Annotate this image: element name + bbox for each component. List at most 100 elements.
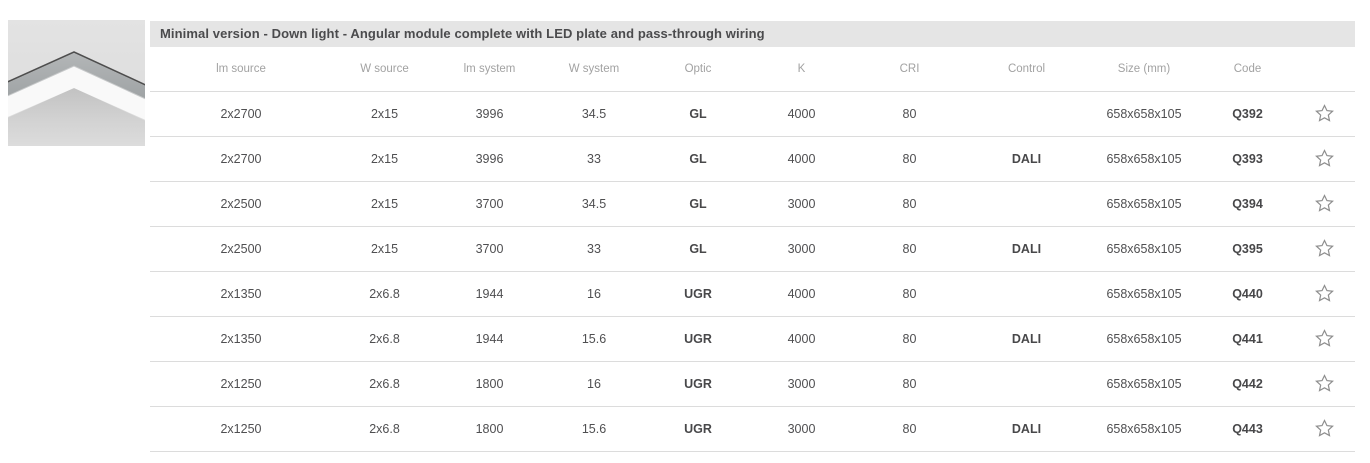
cell-w-system: 16 [587,286,601,301]
star-icon [1315,419,1334,437]
cell-w-system: 15.6 [581,331,607,346]
favorite-cell [1294,361,1355,406]
cell-code: Q394 [1232,196,1263,211]
column-header-w-system: W system [542,47,646,92]
column-header-lm-source: lm source [150,47,332,92]
cell-code: Q442 [1232,376,1263,391]
cell-control [966,181,1087,226]
column-header-optic: Optic [646,47,750,92]
star-icon [1315,149,1334,167]
favorite-star-button[interactable] [1314,373,1335,394]
favorite-star-button[interactable] [1314,193,1335,214]
cell-lm-system: 1800 [475,421,504,436]
cell-lm-source: 2x2700 [220,151,262,166]
cell-cri: 80 [902,286,917,301]
cell-lm-system: 3700 [475,241,504,256]
favorite-star-button[interactable] [1314,103,1335,124]
cell-lm-source: 2x1350 [220,286,262,301]
section-title: Minimal version - Down light - Angular m… [150,21,1355,47]
favorite-cell [1294,181,1355,226]
cell-code: Q441 [1232,331,1263,346]
table-row: 2x2700 2x15 3996 34.5 GL 4000 80 658x658x105 Q39… [150,91,1355,136]
cell-k: 4000 [787,331,816,346]
cell-k: 4000 [787,106,816,121]
cell-lm-source: 2x2500 [220,196,262,211]
cell-lm-system: 3700 [475,196,504,211]
product-thumbnail [8,20,145,146]
cell-optic: GL [689,151,707,166]
cell-w-system: 33 [587,241,601,256]
cell-w-system: 16 [587,376,601,391]
spec-table-section: Minimal version - Down light - Angular m… [150,21,1355,452]
cell-optic: GL [689,241,707,256]
cell-control: DALI [1011,331,1042,346]
cell-optic: UGR [684,331,712,346]
cell-k: 4000 [787,151,816,166]
favorite-cell [1294,271,1355,316]
cell-code: Q440 [1232,286,1263,301]
cell-w-source: 2x6.8 [369,286,400,301]
cell-w-system: 34.5 [581,196,607,211]
favorite-star-button[interactable] [1314,238,1335,259]
cell-optic: UGR [684,286,712,301]
cell-k: 3000 [787,241,816,256]
cell-w-source: 2x15 [370,151,399,166]
cell-k: 4000 [787,286,816,301]
table-row: 2x1350 2x6.8 1944 15.6 UGR 4000 80 DALI 658x658x… [150,316,1355,361]
table-row: 2x1250 2x6.8 1800 16 UGR 3000 80 658x658x105 Q44… [150,361,1355,406]
cell-cri: 80 [902,421,917,436]
column-header-favorite [1294,47,1355,92]
cell-w-source: 2x6.8 [369,331,400,346]
cell-cri: 80 [902,241,917,256]
cell-size-mm: 658x658x105 [1106,106,1182,121]
column-header-lm-system: lm system [437,47,542,92]
cell-size-mm: 658x658x105 [1106,151,1182,166]
star-icon [1315,104,1334,122]
column-header-control: Control [966,47,1087,92]
column-header-cri: CRI [853,47,966,92]
star-icon [1315,329,1334,347]
angular-module-image [8,20,145,146]
favorite-star-button[interactable] [1314,148,1335,169]
star-icon [1315,284,1334,302]
favorite-cell [1294,136,1355,181]
cell-lm-source: 2x1250 [220,421,262,436]
cell-w-source: 2x6.8 [369,421,400,436]
table-row: 2x1350 2x6.8 1944 16 UGR 4000 80 658x658x105 Q44… [150,271,1355,316]
column-header-size-mm: Size (mm) [1087,47,1201,92]
cell-k: 3000 [787,376,816,391]
favorite-cell [1294,316,1355,361]
cell-lm-system: 3996 [475,106,504,121]
cell-optic: GL [689,106,707,121]
cell-control [966,361,1087,406]
cell-lm-source: 2x1250 [220,376,262,391]
cell-optic: UGR [684,421,712,436]
cell-w-system: 15.6 [581,421,607,436]
favorite-star-button[interactable] [1314,328,1335,349]
cell-size-mm: 658x658x105 [1106,196,1182,211]
table-row: 2x2700 2x15 3996 33 GL 4000 80 DALI 658x658x105 Q… [150,136,1355,181]
star-icon [1315,239,1334,257]
favorite-star-button[interactable] [1314,418,1335,439]
cell-w-system: 34.5 [581,106,607,121]
cell-lm-source: 2x2500 [220,241,262,256]
cell-w-source: 2x15 [370,106,399,121]
cell-cri: 80 [902,106,917,121]
cell-control: DALI [1011,241,1042,256]
cell-control [966,271,1087,316]
cell-cri: 80 [902,331,917,346]
cell-control: DALI [1011,151,1042,166]
cell-w-source: 2x15 [370,196,399,211]
cell-w-source: 2x6.8 [369,376,400,391]
cell-code: Q443 [1232,421,1263,436]
cell-k: 3000 [787,421,816,436]
column-header-w-source: W source [332,47,437,92]
star-icon [1315,374,1334,392]
cell-size-mm: 658x658x105 [1106,421,1182,436]
favorite-cell [1294,91,1355,136]
table-row: 2x2500 2x15 3700 33 GL 3000 80 DALI 658x658x105 Q… [150,226,1355,271]
cell-cri: 80 [902,196,917,211]
cell-lm-source: 2x2700 [220,106,262,121]
favorite-star-button[interactable] [1314,283,1335,304]
